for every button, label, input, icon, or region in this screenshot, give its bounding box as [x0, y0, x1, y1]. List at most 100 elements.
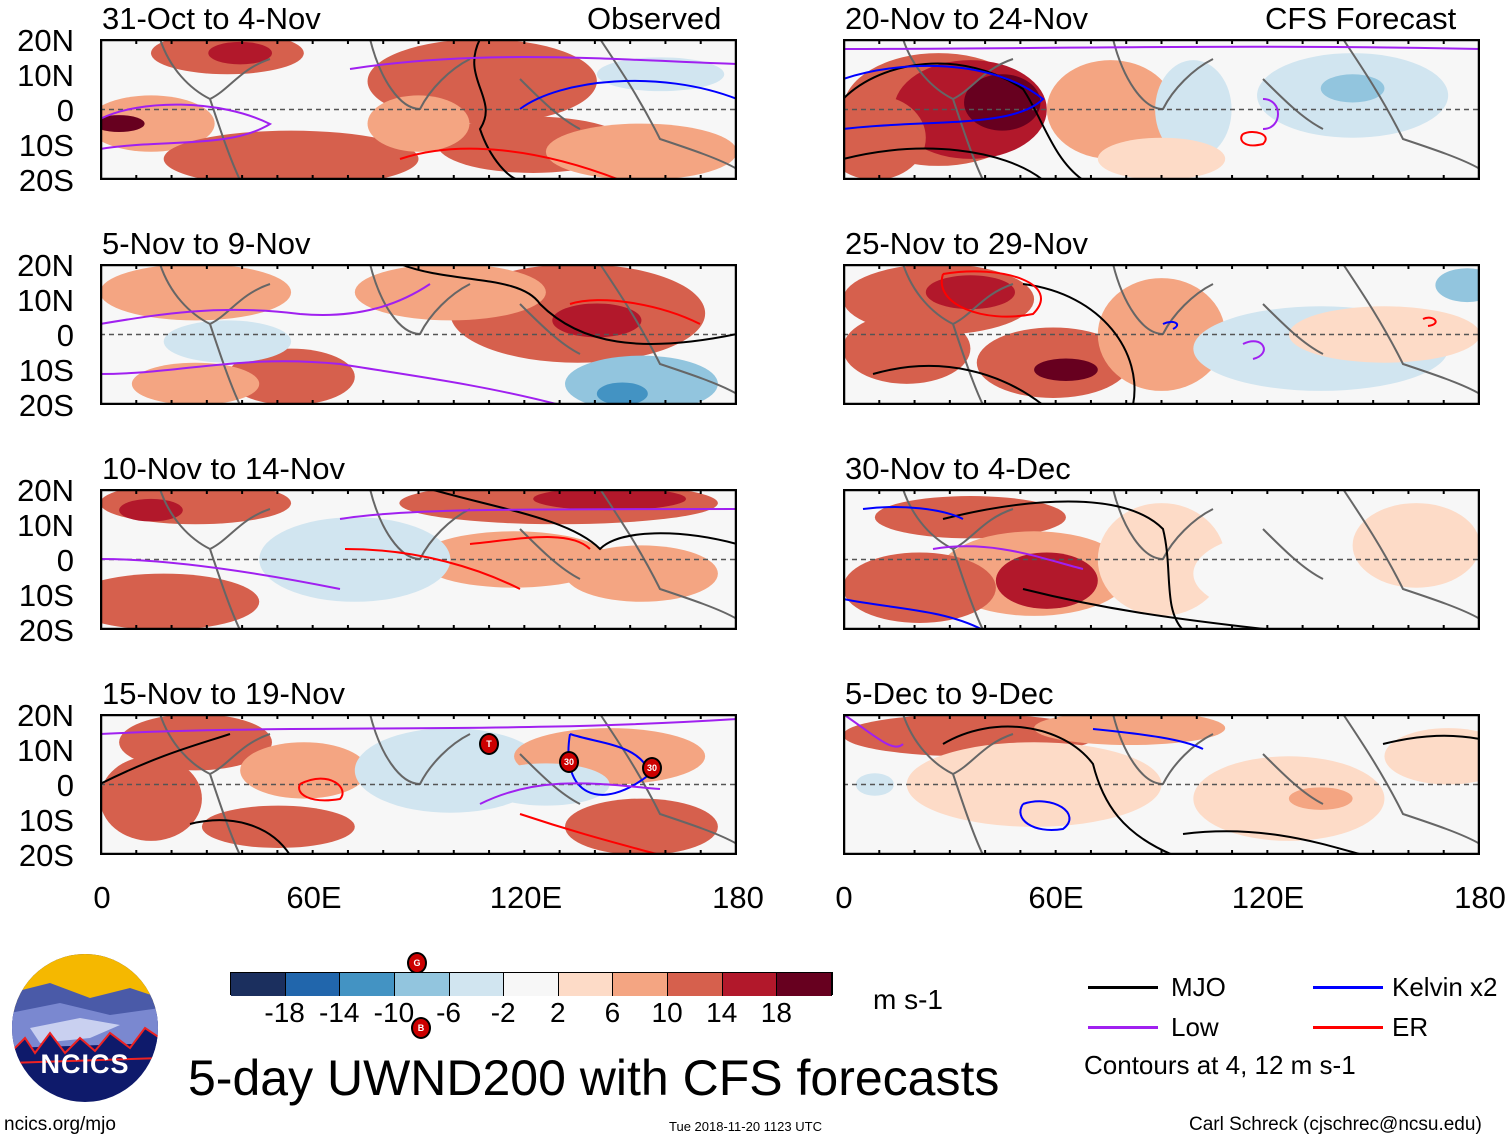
legend-kelvin-line — [1313, 986, 1383, 989]
latitude-label: 10S — [18, 578, 74, 613]
figure-title: 5-day UWND200 with CFS forecasts — [188, 1050, 1000, 1106]
wind-anomaly-region — [1320, 74, 1385, 103]
wind-anomaly-region — [545, 123, 737, 180]
contour-line — [469, 536, 591, 550]
contour-line — [1162, 320, 1179, 330]
contour-line — [942, 725, 1174, 855]
panel-title: 5-Dec to 9-Dec — [845, 676, 1054, 711]
latitude-label: 20N — [17, 698, 74, 733]
contour-line — [1092, 728, 1204, 750]
contour-line — [298, 777, 344, 802]
latitude-label: 0 — [56, 768, 74, 803]
wind-anomaly-region — [367, 95, 470, 152]
latitude-label: 10S — [18, 128, 74, 163]
wind-anomaly-region — [1034, 714, 1226, 746]
wind-anomaly-region — [1288, 787, 1353, 810]
wind-anomaly-region — [1384, 728, 1480, 785]
contour-line — [932, 545, 1084, 570]
colorbar — [230, 972, 833, 996]
footer-url[interactable]: ncics.org/mjo — [4, 1114, 116, 1135]
map-panel: A — [100, 264, 737, 601]
latitude-label: 10N — [17, 283, 74, 318]
map-svg — [843, 714, 1480, 855]
wind-anomaly-region — [100, 264, 292, 321]
contour-line — [429, 489, 737, 551]
legend-low-line — [1088, 1026, 1158, 1029]
colorbar-tick-label: -6 — [436, 997, 461, 1028]
colorbar-tick-label: 18 — [760, 997, 792, 1028]
longitude-label: 60E — [1028, 880, 1084, 915]
contour-line — [1262, 98, 1279, 130]
colorbar-swatch — [613, 973, 669, 996]
longitude-label: 0 — [93, 880, 111, 915]
map-svg — [100, 39, 737, 180]
latitude-label: 20N — [17, 248, 74, 283]
map-svg — [843, 39, 1480, 180]
colorbar-tick-label: 10 — [651, 997, 683, 1028]
latitude-label: 0 — [56, 318, 74, 353]
forecast-label: CFS Forecast — [1265, 1, 1457, 36]
latitude-label: 20S — [18, 388, 74, 423]
wind-anomaly-region — [208, 41, 272, 65]
longitude-label: 60E — [286, 880, 342, 915]
map-panel: T 30 30 — [100, 714, 737, 855]
contour-line — [519, 813, 661, 855]
tropical-cyclone-icon: 30 — [642, 757, 662, 779]
latitude-label: 20S — [18, 613, 74, 648]
contour-line — [100, 103, 273, 150]
contour-line — [344, 548, 521, 590]
contour-line — [519, 79, 737, 110]
map-panel — [843, 39, 1480, 180]
map-panel — [100, 39, 737, 180]
wind-anomaly-region — [1034, 358, 1098, 382]
contour-line — [843, 147, 1044, 180]
wind-anomaly-region — [240, 742, 368, 799]
panel-title: 20-Nov to 24-Nov — [845, 1, 1088, 36]
tropical-cyclone-icon: B — [411, 1017, 431, 1039]
legend-er-label: ER — [1392, 1012, 1429, 1042]
contour-line — [942, 500, 1184, 630]
contour-line — [569, 299, 701, 325]
tropical-cyclone-icon: T — [479, 733, 499, 755]
contour-line — [349, 56, 737, 70]
wind-anomaly-region — [1155, 60, 1232, 159]
contour-line — [100, 283, 431, 325]
contour-line — [843, 64, 1045, 130]
contour-line — [843, 45, 1480, 50]
latitude-label: 20N — [17, 473, 74, 508]
contour-line — [1242, 340, 1265, 360]
wind-anomaly-region — [131, 362, 260, 405]
observed-label: Observed — [587, 1, 722, 36]
colorbar-swatch — [668, 973, 723, 996]
contour-line — [1422, 316, 1437, 327]
panel-title: 30-Nov to 4-Dec — [845, 451, 1071, 486]
contour-line — [862, 506, 964, 520]
legend-mjo-label: MJO — [1171, 972, 1226, 1002]
latitude-label: 10N — [17, 508, 74, 543]
contour-line — [189, 819, 291, 855]
tropical-cyclone-icon: 30 — [559, 751, 579, 773]
colorbar-swatch — [504, 973, 559, 996]
wind-anomaly-region — [874, 496, 1066, 539]
legend-kelvin-label: Kelvin x2 — [1392, 972, 1498, 1002]
latitude-label: 10S — [18, 803, 74, 838]
contour-line — [399, 147, 621, 180]
contour-line — [100, 558, 341, 590]
wind-anomaly-region — [1352, 503, 1480, 588]
footer-credit: Carl Schreck (cjschrec@ncsu.edu) — [1189, 1114, 1482, 1135]
colorbar-swatch — [777, 973, 832, 996]
longitude-label: 0 — [835, 880, 853, 915]
contour-line — [940, 270, 1042, 318]
colorbar-tick-label: -14 — [319, 997, 360, 1028]
colorbar-swatch — [722, 973, 778, 996]
contour-line — [399, 264, 737, 345]
colorbar-swatch — [394, 973, 450, 996]
contour-line — [100, 360, 561, 405]
map-panel — [843, 489, 1480, 630]
map-panel — [843, 714, 1480, 855]
colorbar-swatch — [340, 973, 395, 996]
contour-line — [1240, 131, 1267, 147]
wind-anomaly-region — [201, 805, 355, 848]
panel-title: 25-Nov to 29-Nov — [845, 226, 1088, 261]
map-svg — [843, 489, 1480, 630]
